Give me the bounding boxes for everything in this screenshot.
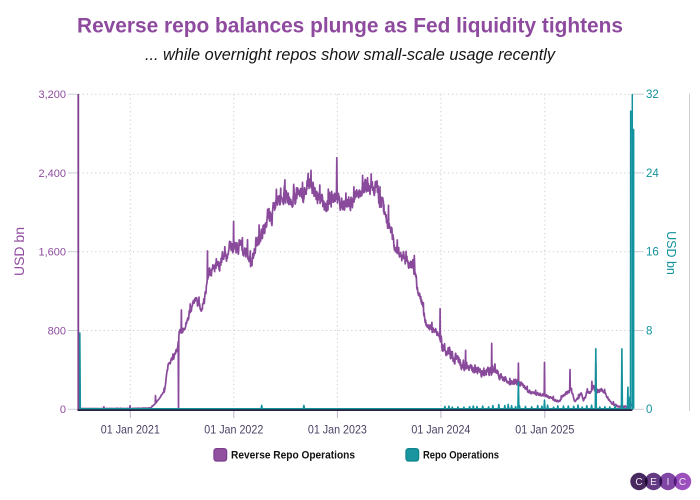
svg-text:8: 8	[646, 325, 652, 337]
svg-text:1,600: 1,600	[38, 247, 66, 259]
svg-text:Reverse Repo Operations: Reverse Repo Operations	[231, 450, 355, 462]
svg-text:C: C	[635, 477, 642, 488]
svg-text:01 Jan 2025: 01 Jan 2025	[515, 423, 574, 437]
svg-text:16: 16	[646, 247, 659, 259]
svg-text:C: C	[679, 477, 686, 488]
svg-text:01 Jan 2021: 01 Jan 2021	[101, 423, 160, 437]
svg-text:32: 32	[646, 89, 659, 101]
svg-text:01 Jan 2022: 01 Jan 2022	[204, 423, 263, 437]
svg-text:Reverse repo balances plunge a: Reverse repo balances plunge as Fed liqu…	[77, 14, 623, 38]
svg-text:USD bn: USD bn	[664, 231, 678, 275]
svg-text:0: 0	[646, 404, 652, 416]
svg-text:E: E	[650, 477, 657, 488]
svg-text:2,400: 2,400	[38, 168, 66, 180]
svg-text:01 Jan 2023: 01 Jan 2023	[308, 423, 367, 437]
svg-text:0: 0	[60, 404, 66, 416]
svg-text:01 Jan 2024: 01 Jan 2024	[411, 423, 470, 437]
svg-text:3,200: 3,200	[38, 89, 66, 101]
svg-text:24: 24	[646, 168, 659, 180]
svg-text:I: I	[667, 477, 670, 488]
svg-text:... while overnight repos show: ... while overnight repos show small-sca…	[145, 45, 556, 64]
svg-text:USD bn: USD bn	[11, 227, 27, 276]
svg-text:800: 800	[48, 325, 66, 337]
svg-text:Repo Operations: Repo Operations	[423, 450, 499, 462]
